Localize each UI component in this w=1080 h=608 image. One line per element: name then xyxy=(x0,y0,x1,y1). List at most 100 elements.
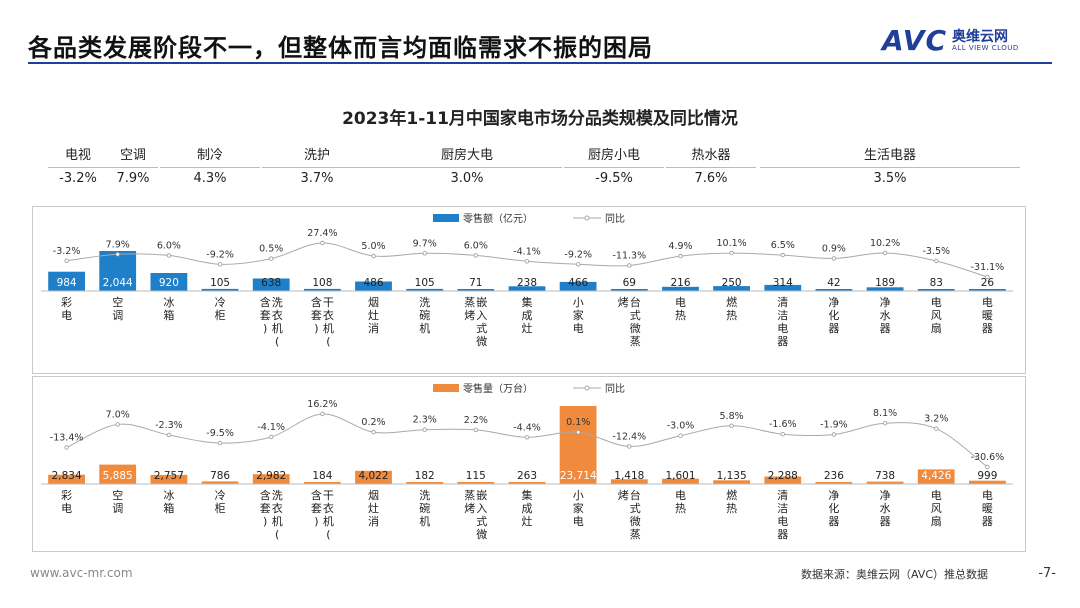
category-label: 冷 xyxy=(215,489,226,502)
bar-value-label: 108 xyxy=(312,277,332,289)
bar xyxy=(917,289,955,291)
category-label: 式 xyxy=(476,515,487,528)
yoy-point xyxy=(371,429,376,435)
category-label: 消 xyxy=(368,514,379,528)
group-yoy: 3.5% xyxy=(873,171,907,186)
category-label: 空 xyxy=(112,295,123,309)
bar xyxy=(252,474,290,484)
category-label: 器 xyxy=(828,322,839,335)
bar-value-label: 115 xyxy=(466,470,486,482)
category-label: 净 xyxy=(828,295,839,309)
category-label: 电 xyxy=(573,515,584,528)
category-label: 含 xyxy=(311,488,322,502)
yoy-point xyxy=(627,263,632,268)
category-label: 衣 xyxy=(272,501,283,515)
bar-value-label: 238 xyxy=(517,277,537,289)
bar-value-label: 999 xyxy=(977,470,997,482)
yoy-point xyxy=(473,253,478,258)
yoy-label: 0.5% xyxy=(259,244,283,255)
category-label: 空 xyxy=(112,488,123,502)
yoy-label: 0.1% xyxy=(566,417,590,428)
category-label: 调 xyxy=(112,309,123,322)
category-label: 化 xyxy=(828,308,839,322)
bar xyxy=(610,479,648,484)
bar xyxy=(713,480,750,484)
category-label: 蒸 xyxy=(630,528,641,541)
bar-value-label: 105 xyxy=(210,277,230,289)
avc-logo: AVC 奥维云网 ALL VIEW CLOUD xyxy=(882,24,1052,58)
data-source: 数据来源：奥维云网（AVC）推总数据 xyxy=(800,568,988,581)
yoy-label: -3.5% xyxy=(923,246,951,257)
bar-value-label: 920 xyxy=(159,277,179,289)
yoy-label: 3.2% xyxy=(924,414,948,425)
legend-line-marker xyxy=(584,215,590,221)
yoy-label: -1.9% xyxy=(820,420,848,431)
yoy-label: 4.9% xyxy=(668,241,692,252)
yoy-point xyxy=(217,440,223,446)
group-name: 制冷 xyxy=(196,148,223,163)
bar-value-label: 184 xyxy=(312,470,332,482)
category-label: 净 xyxy=(828,488,839,502)
category-label: 电 xyxy=(982,489,993,502)
yoy-label: -12.4% xyxy=(612,431,646,442)
bar-value-label: 23,714 xyxy=(560,470,597,482)
yoy-point xyxy=(64,445,69,450)
category-label: ) xyxy=(314,322,318,335)
bar-value-label: 486 xyxy=(363,277,383,289)
yoy-point xyxy=(985,464,990,470)
yoy-point xyxy=(882,250,888,256)
category-label: 净 xyxy=(880,488,891,502)
bar-value-label: 189 xyxy=(875,277,895,289)
bar xyxy=(252,278,290,291)
category-label: 扇 xyxy=(931,321,942,335)
category-label: 洗 xyxy=(272,296,283,309)
category-label: 嵌 xyxy=(476,489,487,502)
bar xyxy=(662,478,699,484)
yoy-point xyxy=(678,253,683,259)
group-bracket xyxy=(108,167,158,168)
bar xyxy=(201,288,239,291)
yoy-point xyxy=(320,411,325,417)
yoy-point xyxy=(115,422,120,427)
bar xyxy=(48,271,85,291)
bar-value-label: 1,418 xyxy=(614,470,644,482)
bar xyxy=(406,288,444,291)
yoy-label: -9.2% xyxy=(564,249,592,260)
bar-value-label: 786 xyxy=(210,470,230,482)
category-label: 台 xyxy=(630,295,641,309)
yoy-label: -3.0% xyxy=(667,421,695,432)
category-label: 小 xyxy=(573,489,584,502)
bar-value-label: 105 xyxy=(415,277,435,289)
yoy-label: -9.5% xyxy=(206,428,234,439)
bar-value-label: 1,601 xyxy=(665,470,695,482)
category-label: ( xyxy=(275,335,279,348)
yoy-point xyxy=(934,258,939,264)
group-yoy: -3.2% xyxy=(59,171,97,186)
category-label: 机 xyxy=(323,514,334,528)
category-label: 洁 xyxy=(777,309,788,322)
group-yoy: 3.0% xyxy=(450,171,484,186)
bar xyxy=(304,288,341,291)
category-label: 机 xyxy=(272,321,283,335)
group-kitchen-small: 厨房小电 -9.5% xyxy=(564,144,664,186)
yoy-label: 10.2% xyxy=(870,238,900,249)
category-label: 电 xyxy=(61,309,72,322)
yoy-label: -30.6% xyxy=(971,452,1005,463)
group-tv: 电视 -3.2% xyxy=(48,144,108,186)
yoy-point xyxy=(320,240,325,246)
page-number: -7- xyxy=(1038,566,1056,581)
yoy-label: -4.1% xyxy=(257,422,285,433)
bar-value-label: 5,885 xyxy=(103,470,133,482)
bar-value-label: 4,022 xyxy=(358,470,388,482)
category-label: 烤 xyxy=(618,295,629,309)
group-bracket xyxy=(564,167,664,168)
group-name: 厨房大电 xyxy=(440,148,493,163)
yoy-point xyxy=(217,262,223,267)
category-label: 烟 xyxy=(368,295,379,309)
legend-bar-swatch xyxy=(433,214,459,222)
bar xyxy=(559,281,597,291)
category-label: 机 xyxy=(323,321,334,335)
category-label: 入 xyxy=(476,309,487,322)
yoy-label: 9.7% xyxy=(413,238,437,249)
yoy-label: 8.1% xyxy=(873,408,897,419)
